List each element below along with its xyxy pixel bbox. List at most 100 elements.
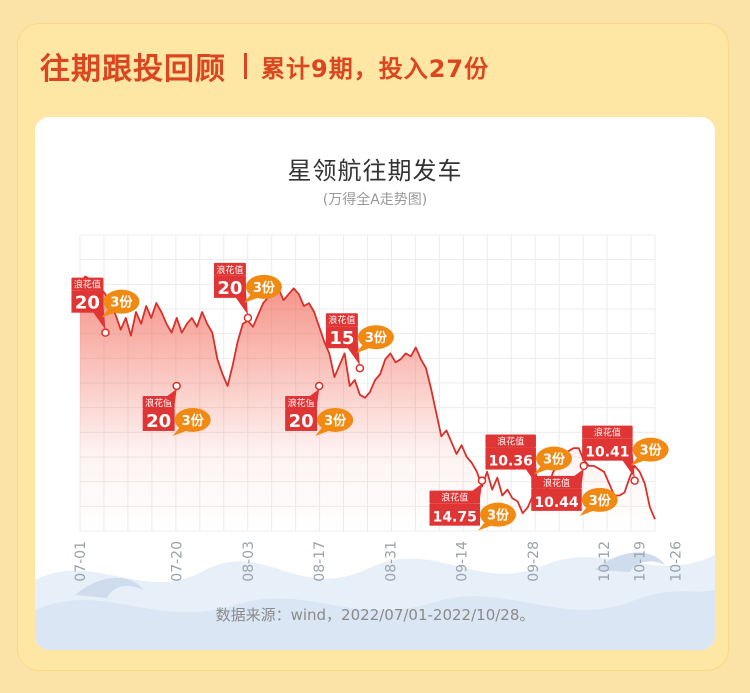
badge-value-bg (285, 408, 318, 431)
area-fill (80, 276, 655, 531)
x-tick-label: 10-12 (597, 541, 613, 582)
badge-value: 20 (75, 293, 100, 314)
shares-label: 3份 (365, 330, 388, 346)
page-subtitle: 累计9期，投入27份 (261, 54, 490, 83)
badge-pointer (571, 468, 584, 484)
badge-value-bg (485, 447, 536, 470)
shares-bubble (317, 407, 354, 432)
badge-label-bg (142, 395, 175, 409)
shares-bubble (632, 437, 669, 462)
badge-pointer (469, 483, 482, 499)
marker-point (477, 476, 487, 485)
shares-bubble (245, 274, 282, 299)
badge-value-bg (582, 438, 633, 461)
badge-label: 浪花值 (216, 264, 243, 276)
shares-bubble (479, 502, 516, 527)
shares-bubble (174, 407, 211, 432)
shares-bubble-tail (315, 425, 332, 436)
badge-pointer (347, 341, 360, 366)
shares-label: 3份 (543, 452, 566, 468)
shares-bubble-tail (172, 425, 189, 436)
marker-point (101, 328, 110, 337)
marker-point (314, 381, 324, 391)
x-tick-label: 08-03 (241, 541, 257, 582)
badge-label-bg (531, 475, 582, 489)
badge-value-bg (531, 488, 582, 511)
chart-card: 星领航往期发车 (万得全A走势图) 07-01 07-20 08-03 08-17 08… (35, 117, 715, 650)
marker-point (172, 381, 181, 391)
shares-bubble-tail (477, 520, 494, 531)
shares-bubble-tail (533, 464, 550, 475)
x-tick-label: 07-01 (73, 541, 89, 582)
badge-value-bg (429, 503, 480, 526)
badge-value-bg (142, 408, 175, 431)
badge-label: 浪花值 (145, 397, 172, 409)
marker-point (355, 363, 365, 373)
x-tick-label: 10-19 (633, 541, 649, 582)
badge-value: 15 (329, 328, 354, 349)
badge-label: 浪花值 (74, 279, 101, 291)
header: 往期跟投回顾 累计9期，投入27份 (40, 36, 489, 96)
shares-bubble (103, 289, 140, 314)
badge-value: 20 (146, 411, 171, 432)
badge-label-bg (485, 434, 536, 448)
badge-label-bg (582, 425, 633, 439)
badge-value: 10.36 (489, 454, 533, 470)
shares-label: 3份 (640, 443, 663, 459)
badge-label: 浪花值 (288, 397, 315, 409)
badge-label-bg (285, 395, 318, 409)
x-tick-label: 08-17 (312, 541, 328, 582)
badge-label: 浪花值 (543, 477, 570, 489)
shares-label: 3份 (589, 493, 612, 509)
marker-point (579, 461, 589, 471)
marker-point (630, 476, 639, 485)
badge-label: 浪花值 (441, 492, 468, 504)
badge-label: 浪花值 (497, 436, 524, 448)
shares-bubble (357, 325, 394, 350)
shares-label: 3份 (324, 413, 347, 429)
page-title: 往期跟投回顾 (40, 52, 226, 87)
shares-label: 3份 (253, 280, 276, 296)
badge-pointer (164, 388, 177, 404)
badge-pointer (622, 453, 635, 478)
badge-label: 浪花值 (328, 314, 355, 326)
badge-value-bg (213, 275, 246, 298)
shares-bubble-tail (355, 343, 372, 354)
badge-value: 10.41 (585, 445, 629, 461)
badge-value-bg (325, 326, 358, 349)
x-tick-label: 07-20 (170, 541, 186, 582)
shares-label: 3份 (487, 508, 510, 524)
shares-bubble (535, 446, 572, 471)
badge-label-bg (71, 277, 104, 291)
badge-label-bg (429, 490, 480, 504)
divider (244, 53, 247, 79)
shares-bubble-tail (630, 455, 647, 466)
badge-value: 14.75 (433, 510, 477, 526)
chart-subtitle: (万得全A走势图) (322, 192, 428, 208)
badge-value: 10.44 (534, 495, 579, 511)
badge-label-bg (213, 262, 246, 276)
badge-pointer (235, 290, 248, 315)
badge-value-bg (71, 290, 104, 313)
badge-value: 20 (289, 411, 314, 432)
badge-pointer (307, 388, 320, 404)
shares-label: 3份 (110, 295, 133, 311)
wave-decoration (35, 552, 715, 650)
badge-pointer (93, 305, 106, 330)
shares-label: 3份 (182, 413, 205, 429)
data-source: 数据来源：wind，2022/07/01-2022/10/28。 (215, 606, 535, 624)
shares-bubble (581, 487, 618, 512)
x-tick-label: 09-28 (526, 541, 542, 582)
shares-bubble-tail (243, 292, 260, 303)
shares-bubble-tail (579, 505, 596, 516)
chart-title: 星领航往期发车 (287, 157, 463, 185)
badge-label: 浪花值 (594, 427, 621, 439)
x-tick-label: 08-31 (383, 541, 399, 582)
badge-value: 20 (217, 278, 242, 299)
x-tick-label: 10-26 (668, 541, 684, 582)
line-chart: 07-01 07-20 08-03 08-17 08-31 09-14 09-28 10-12… (71, 234, 684, 582)
x-tick-label: 09-14 (455, 541, 471, 582)
badge-label-bg (325, 313, 358, 327)
shares-bubble-tail (101, 307, 118, 318)
marker-point (243, 313, 253, 323)
